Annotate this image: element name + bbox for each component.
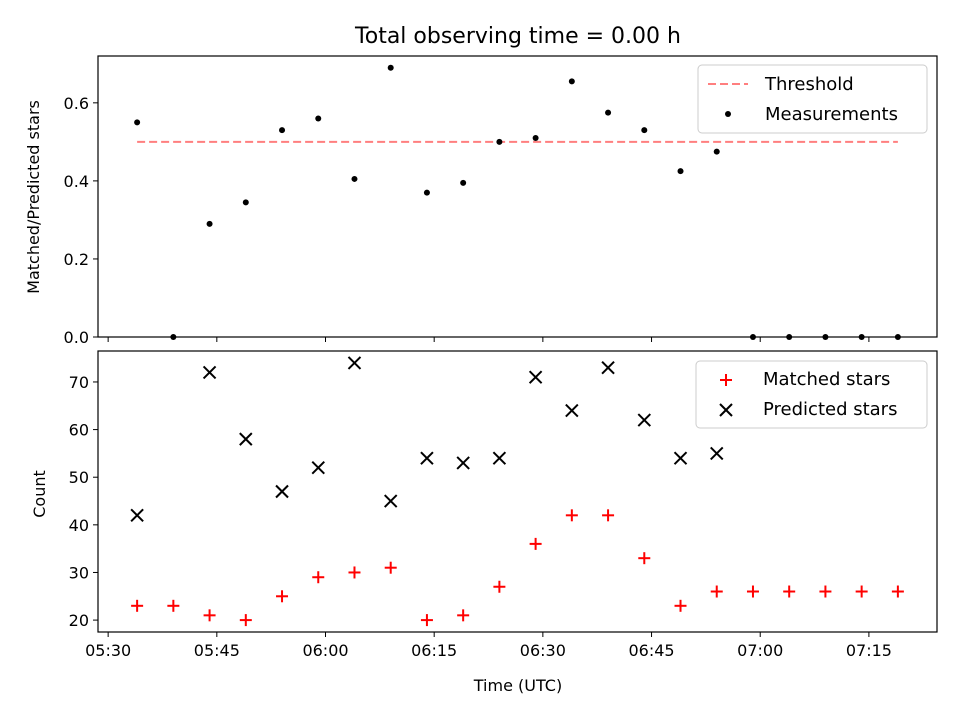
matched-star-point bbox=[891, 585, 904, 598]
legend-measurements-swatch bbox=[725, 111, 731, 117]
top-legend: Threshold Measurements bbox=[697, 64, 928, 134]
bottom-y-tick-label: 30 bbox=[69, 563, 89, 582]
matched-star-point bbox=[602, 509, 615, 522]
predicted-star-point bbox=[637, 413, 651, 427]
matched-star-point bbox=[131, 599, 144, 612]
bottom-y-tick-label: 20 bbox=[69, 611, 89, 630]
top-y-tick-label: 0.0 bbox=[64, 328, 89, 347]
predicted-star-point bbox=[601, 360, 615, 375]
chart-title: Total observing time = 0.00 h bbox=[354, 24, 681, 49]
matched-star-point bbox=[276, 590, 289, 603]
matched-star-point bbox=[565, 509, 578, 522]
top-panel: Total observing time = 0.00 h 0.00.20.40… bbox=[24, 24, 938, 347]
predicted-star-point bbox=[673, 451, 688, 465]
measurement-point bbox=[351, 175, 358, 182]
bottom-y-tick-label: 60 bbox=[69, 421, 89, 440]
bottom-y-tick-label: 40 bbox=[69, 516, 89, 535]
matched-star-point bbox=[855, 585, 868, 598]
top-y-axis-label: Matched/Predicted stars bbox=[24, 100, 43, 294]
bottom-series bbox=[130, 356, 904, 627]
top-plot-frame bbox=[97, 55, 938, 338]
matched-star-point bbox=[674, 599, 687, 612]
predicted-star-point bbox=[456, 456, 470, 470]
legend-matched-label: Matched stars bbox=[763, 369, 890, 390]
matched-star-point bbox=[493, 580, 506, 593]
predicted-star-point bbox=[710, 446, 724, 461]
predicted-star-point bbox=[565, 403, 579, 418]
matched-star-point bbox=[384, 561, 397, 574]
matched-star-point bbox=[710, 585, 723, 598]
matched-star-point bbox=[638, 552, 651, 565]
legend-predicted-label: Predicted stars bbox=[763, 399, 897, 420]
legend-matched-marker bbox=[720, 374, 732, 386]
x-tick-label: 06:30 bbox=[520, 641, 566, 660]
legend-matched-swatch bbox=[720, 374, 732, 386]
bottom-panel: 20 30 40 50 60 70 05:30 05:45 06:00 06:15 06:30 06… bbox=[30, 350, 938, 695]
measurement-point bbox=[568, 78, 575, 85]
x-tick-label: 05:45 bbox=[194, 641, 240, 660]
matched-star-point bbox=[167, 599, 180, 612]
bottom-legend-box bbox=[695, 360, 928, 429]
legend-predicted-swatch bbox=[719, 403, 733, 417]
matched-star-point bbox=[819, 585, 832, 598]
predicted-star-point bbox=[202, 365, 217, 380]
x-tick-label: 07:15 bbox=[846, 641, 892, 660]
predicted-star-point bbox=[384, 494, 398, 508]
measurement-point bbox=[423, 189, 430, 196]
measurement-point bbox=[279, 127, 286, 134]
measurement-point bbox=[605, 109, 612, 116]
x-tick-label: 06:00 bbox=[302, 641, 348, 660]
top-legend-box bbox=[697, 64, 928, 134]
bottom-x-ticks: 05:30 05:45 06:00 06:15 06:30 06:45 07:00 07:15 bbox=[85, 632, 892, 660]
bottom-y-tick-label: 50 bbox=[69, 468, 89, 487]
top-y-tick-label: 0.6 bbox=[64, 94, 89, 113]
measurement-point bbox=[713, 148, 720, 155]
predicted-star-point bbox=[311, 460, 325, 475]
measurement-point bbox=[496, 138, 503, 145]
predicted-star-point bbox=[130, 508, 144, 523]
matched-star-point bbox=[457, 609, 470, 622]
x-tick-label: 07:00 bbox=[737, 641, 783, 660]
legend-measurements-label: Measurements bbox=[765, 104, 898, 125]
matched-star-point bbox=[529, 537, 542, 550]
matched-star-point bbox=[203, 609, 216, 622]
matched-star-point bbox=[783, 585, 796, 598]
measurement-point bbox=[532, 134, 539, 141]
bottom-plot-frame bbox=[97, 350, 938, 633]
matched-star-point bbox=[746, 585, 759, 598]
legend-predicted-marker bbox=[719, 403, 733, 417]
measurement-point bbox=[677, 168, 684, 175]
x-tick-label: 06:15 bbox=[411, 641, 457, 660]
bottom-y-ticks: 20 30 40 50 60 70 bbox=[69, 373, 98, 630]
measurement-point bbox=[134, 119, 141, 126]
measurement-point bbox=[641, 127, 648, 134]
measurement-point bbox=[206, 220, 213, 227]
top-x-ticks bbox=[107, 337, 870, 342]
x-axis-label: Time (UTC) bbox=[473, 676, 562, 695]
matched-star-point bbox=[312, 571, 325, 584]
measurement-point bbox=[387, 64, 394, 71]
legend-threshold-label: Threshold bbox=[764, 74, 854, 95]
matched-star-point bbox=[348, 566, 361, 579]
predicted-star-point bbox=[420, 451, 434, 465]
measurement-point bbox=[460, 179, 467, 186]
top-y-ticks: 0.0 0.2 0.4 0.6 bbox=[64, 94, 98, 347]
x-tick-label: 06:45 bbox=[628, 641, 674, 660]
predicted-star-point bbox=[275, 484, 289, 499]
top-y-tick-label: 0.2 bbox=[64, 250, 89, 269]
predicted-star-point bbox=[239, 432, 253, 446]
x-tick-label: 05:30 bbox=[85, 641, 131, 660]
bottom-y-tick-label: 70 bbox=[69, 373, 89, 392]
measurement-point bbox=[242, 199, 249, 206]
bottom-y-axis-label: Count bbox=[30, 470, 49, 518]
predicted-star-point bbox=[347, 356, 362, 370]
bottom-legend: Matched stars Predicted stars bbox=[695, 360, 928, 429]
predicted-star-point bbox=[492, 451, 507, 465]
measurement-point bbox=[315, 115, 322, 122]
predicted-star-point bbox=[528, 370, 543, 384]
matched-star-point bbox=[239, 614, 252, 627]
top-y-tick-label: 0.4 bbox=[64, 172, 89, 191]
matched-star-point bbox=[420, 614, 433, 627]
